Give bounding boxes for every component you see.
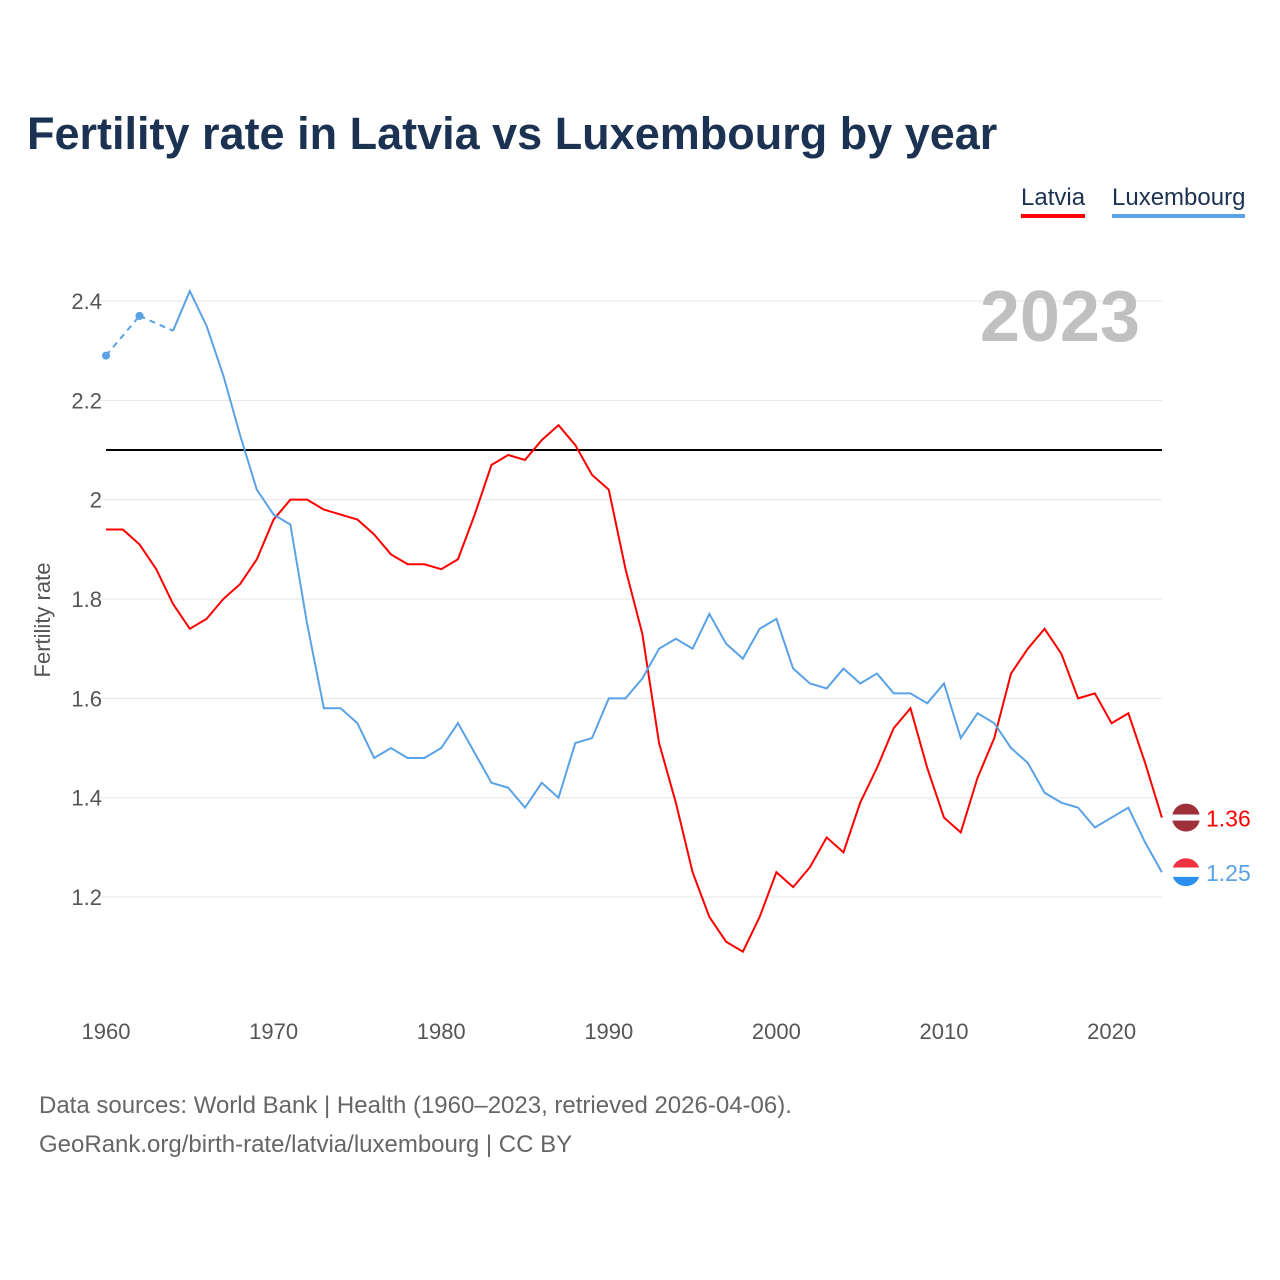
data-point (102, 351, 110, 360)
flag-icon-luxembourg (1172, 858, 1200, 887)
y-tick-label: 2.2 (71, 388, 102, 413)
data-point (135, 311, 144, 320)
flag-stripe (1172, 867, 1200, 877)
x-tick-label: 2020 (1087, 1019, 1136, 1044)
flag-stripe (1172, 814, 1200, 821)
x-tick-label: 1960 (82, 1019, 131, 1044)
footer: Data sources: World Bank | Health (1960–… (39, 1086, 792, 1164)
y-tick-label: 1.4 (71, 786, 102, 811)
legend-latvia[interactable]: Latvia (1021, 184, 1086, 218)
x-tick-label: 2000 (752, 1019, 801, 1044)
flag-icon-latvia (1172, 803, 1200, 832)
flag-stripe (1172, 876, 1200, 887)
chart-title: Fertility rate in Latvia vs Luxembourg b… (27, 108, 998, 159)
x-tick-label: 1970 (249, 1019, 298, 1044)
y-axis-label: Fertility rate (30, 563, 55, 678)
flag-stripe (1172, 803, 1200, 815)
flag-stripe (1172, 858, 1200, 868)
series-line-luxembourg (172, 288, 1163, 873)
y-tick-label: 2 (90, 488, 102, 513)
x-tick-label: 2010 (920, 1019, 969, 1044)
y-tick-label: 2.4 (71, 289, 102, 314)
end-value-label: 1.25 (1206, 860, 1251, 886)
end-value-label: 1.36 (1206, 806, 1251, 832)
y-tick-label: 1.8 (71, 587, 102, 612)
line-chart: 1.2 1.4 1.6 1.8 2 2.2 2.4 1960 1970 1980 1990 2000 2… (30, 277, 1251, 1044)
y-tick-label: 1.2 (71, 885, 102, 910)
legend-luxembourg[interactable]: Luxembourg (1112, 184, 1246, 218)
flag-stripe (1172, 820, 1200, 832)
data-source-text: Data sources: World Bank | Health (1960–… (39, 1092, 792, 1119)
y-tick-label: 1.6 (71, 686, 102, 711)
x-tick-label: 1980 (417, 1019, 466, 1044)
year-label: 2023 (980, 277, 1140, 357)
series-gap-line (105, 315, 141, 357)
series-gap-line (139, 314, 174, 332)
series-line-latvia (106, 423, 1163, 954)
source-link[interactable]: GeoRank.org/birth-rate/latvia/luxembourg… (39, 1131, 573, 1158)
x-tick-label: 1990 (584, 1019, 633, 1044)
